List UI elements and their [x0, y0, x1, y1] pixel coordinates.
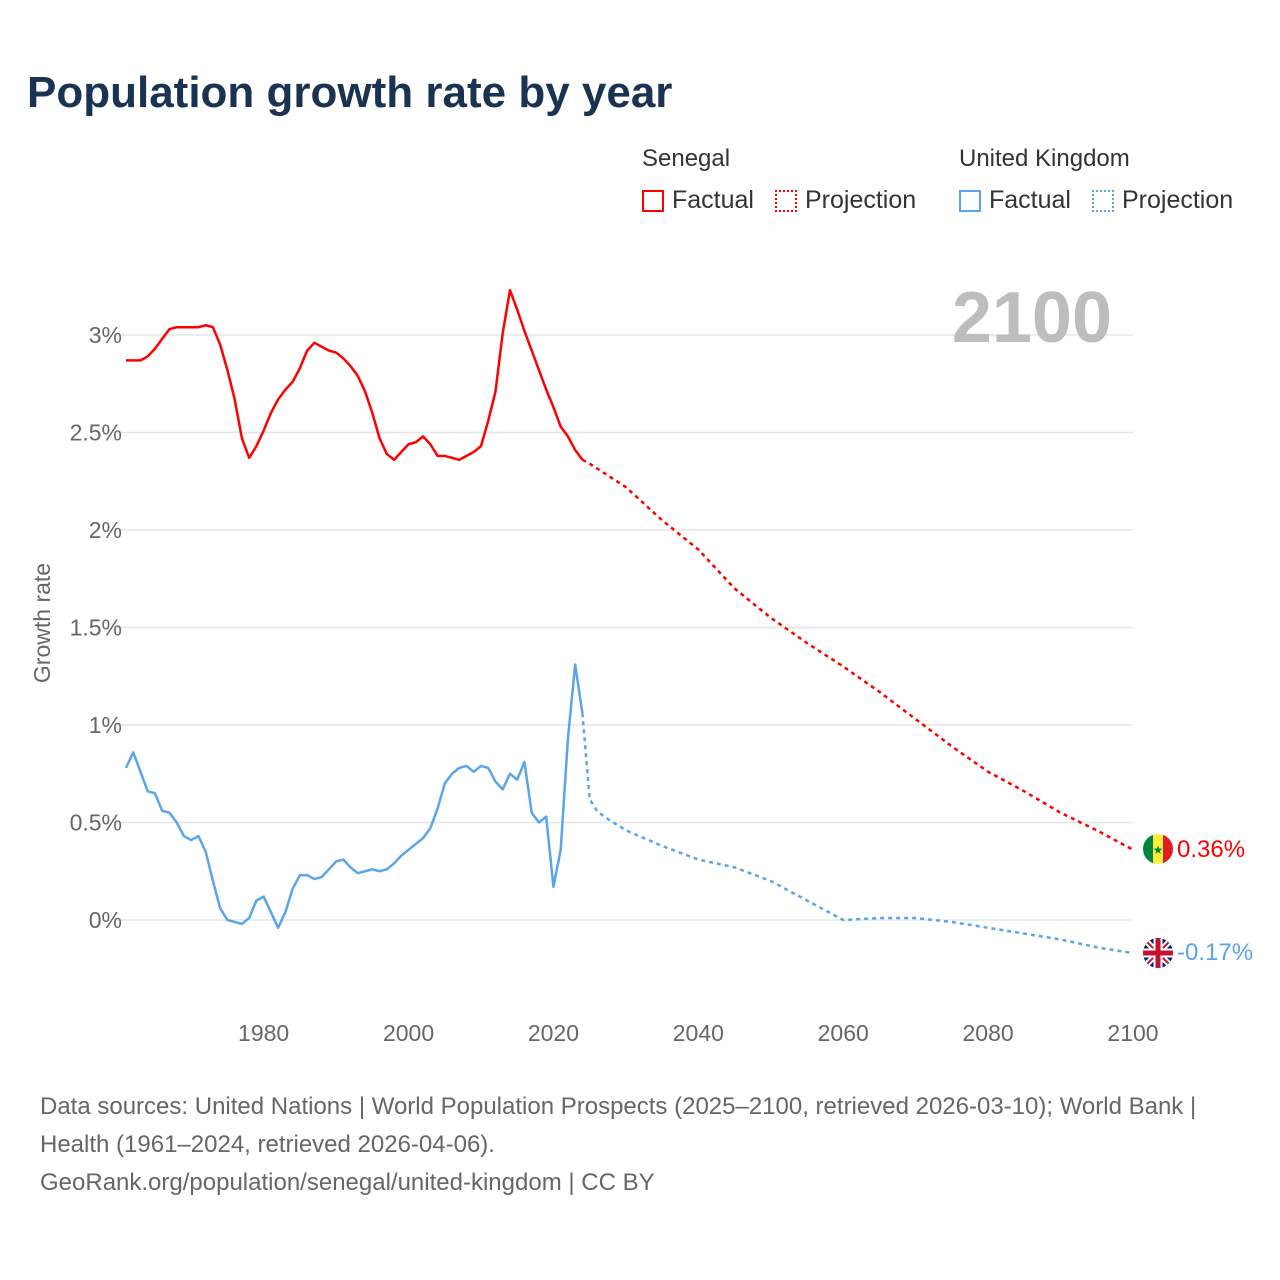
legend-label: Projection: [1122, 186, 1234, 214]
y-tick-label: 3%: [89, 322, 122, 348]
senegal-end-label: 0.36%: [1177, 836, 1245, 863]
uk-end-label: -0.17%: [1177, 939, 1253, 966]
uk-flag-icon: [1143, 938, 1173, 968]
x-tick-label: 2060: [818, 1020, 869, 1046]
source-note: Data sources: United Nations | World Pop…: [40, 1088, 1240, 1202]
legend-swatch: [775, 189, 797, 212]
y-tick-label: 0%: [89, 907, 122, 933]
legend-uk-projection[interactable]: Projection: [1092, 186, 1233, 215]
legend-swatch: [1092, 189, 1114, 212]
legend-label: Factual: [989, 186, 1071, 214]
x-tick-label: 1980: [238, 1020, 289, 1046]
y-axis-label: Growth rate: [29, 563, 55, 683]
svg-text:★: ★: [1153, 843, 1164, 857]
y-tick-label: 2.5%: [70, 420, 122, 446]
source-text: Data sources: United Nations | World Pop…: [40, 1093, 1197, 1158]
source-link[interactable]: GeoRank.org/population/senegal/united-ki…: [40, 1169, 655, 1196]
year-label: 2100: [952, 278, 1112, 358]
senegal-flag-icon: ★: [1143, 834, 1173, 864]
senegal-factual-line: [126, 288, 584, 462]
legend-swatch: [642, 189, 664, 212]
legend-group-senegal: Senegal: [642, 145, 731, 172]
united-kingdom-factual-line: [124, 663, 584, 930]
chart-title: Population growth rate by year: [27, 68, 673, 117]
plot-area: 0% 0.5% 1% 1.5% 2% 2.5% 3% 1980 2000 2020 2040 2060…: [29, 278, 1253, 1046]
senegal-projection-line: [581, 458, 1134, 851]
y-tick-label: 0.5%: [70, 810, 122, 836]
legend-label: Projection: [805, 186, 917, 214]
legend-uk-factual[interactable]: Factual: [959, 186, 1071, 215]
x-tick-label: 2040: [673, 1020, 724, 1046]
legend-senegal-factual[interactable]: Factual: [642, 186, 754, 215]
x-tick-label: 2080: [963, 1020, 1014, 1046]
y-tick-label: 1.5%: [70, 615, 122, 641]
legend-senegal-projection[interactable]: Projection: [775, 186, 916, 215]
y-tick-label: 1%: [89, 712, 122, 738]
x-tick-label: 2020: [528, 1020, 579, 1046]
x-tick-label: 2100: [1107, 1020, 1158, 1046]
legend-label: Factual: [672, 186, 754, 214]
x-tick-label: 2000: [383, 1020, 434, 1046]
legend-group-uk: United Kingdom: [959, 145, 1130, 172]
legend-swatch: [959, 189, 981, 212]
united-kingdom-projection-line: [581, 713, 1134, 955]
y-tick-label: 2%: [89, 517, 122, 543]
